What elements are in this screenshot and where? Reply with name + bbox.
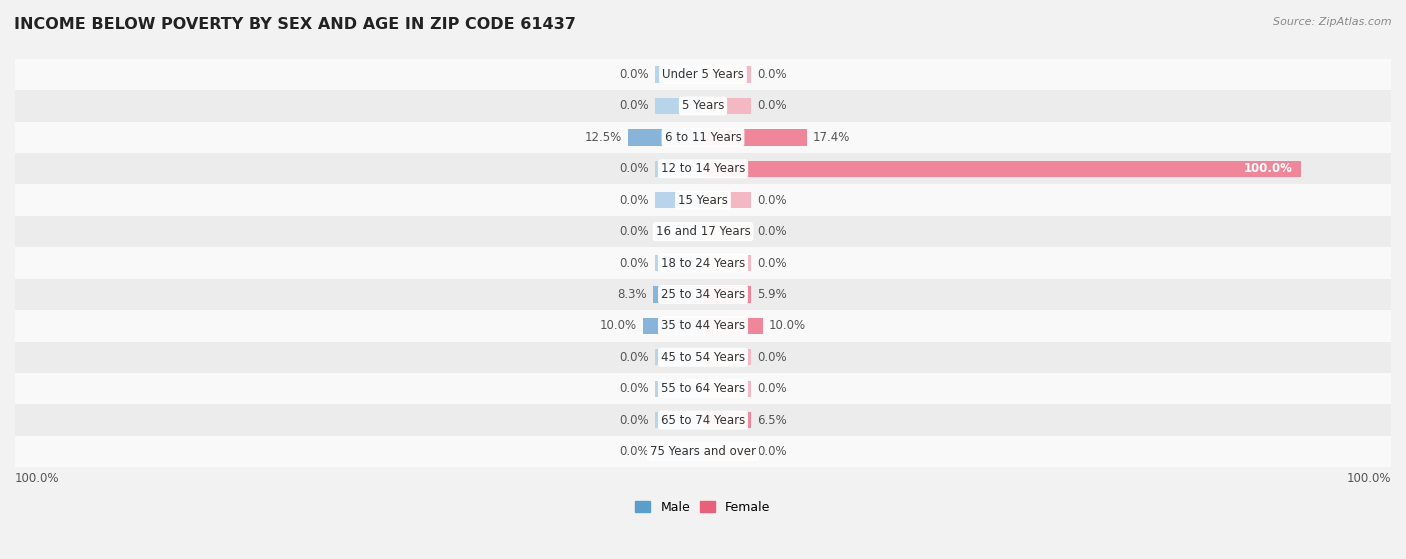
Bar [703,224,751,240]
Legend: Male, Female: Male, Female [630,495,776,520]
Text: 5.9%: 5.9% [756,288,786,301]
Text: 0.0%: 0.0% [620,414,650,427]
Text: 0.0%: 0.0% [756,100,786,112]
Text: 0.0%: 0.0% [620,68,650,81]
Text: 0.0%: 0.0% [756,445,786,458]
Bar [15,184,1391,216]
Bar [703,67,751,83]
Text: 18 to 24 Years: 18 to 24 Years [661,257,745,269]
Text: 65 to 74 Years: 65 to 74 Years [661,414,745,427]
Bar [655,98,703,114]
Text: Source: ZipAtlas.com: Source: ZipAtlas.com [1274,17,1392,27]
Bar [15,342,1391,373]
Bar [655,67,703,83]
Text: 12 to 14 Years: 12 to 14 Years [661,162,745,176]
Bar [15,216,1391,247]
Text: 100.0%: 100.0% [15,472,59,485]
Text: 0.0%: 0.0% [620,382,650,395]
Text: 100.0%: 100.0% [1243,162,1292,176]
Text: 35 to 44 Years: 35 to 44 Years [661,319,745,333]
Text: 0.0%: 0.0% [756,351,786,364]
Bar [703,192,751,209]
Bar [655,381,703,397]
Bar [15,122,1391,153]
Bar [15,436,1391,467]
Bar [15,153,1391,184]
Bar [655,443,703,459]
Bar [655,412,703,428]
Bar [654,286,703,302]
Bar [655,255,703,271]
Text: 10.0%: 10.0% [600,319,637,333]
Text: 6 to 11 Years: 6 to 11 Years [665,131,741,144]
Bar [655,160,703,177]
Text: 0.0%: 0.0% [620,257,650,269]
Text: 0.0%: 0.0% [620,225,650,238]
Text: 0.0%: 0.0% [756,257,786,269]
Text: 0.0%: 0.0% [620,351,650,364]
Bar [703,255,751,271]
Text: 0.0%: 0.0% [620,445,650,458]
Text: 16 and 17 Years: 16 and 17 Years [655,225,751,238]
Text: 55 to 64 Years: 55 to 64 Years [661,382,745,395]
Text: 15 Years: 15 Years [678,194,728,207]
Bar [703,349,751,366]
Bar [15,90,1391,122]
Text: 17.4%: 17.4% [813,131,851,144]
Bar [703,160,1302,177]
Text: 0.0%: 0.0% [756,225,786,238]
Bar [703,98,751,114]
Text: INCOME BELOW POVERTY BY SEX AND AGE IN ZIP CODE 61437: INCOME BELOW POVERTY BY SEX AND AGE IN Z… [14,17,576,32]
Bar [15,310,1391,342]
Bar [643,318,703,334]
Bar [655,192,703,209]
Bar [628,129,703,145]
Bar [703,443,751,459]
Bar [15,404,1391,436]
Bar [703,286,751,302]
Bar [15,59,1391,90]
Text: 5 Years: 5 Years [682,100,724,112]
Bar [15,373,1391,404]
Bar [655,349,703,366]
Text: 0.0%: 0.0% [620,100,650,112]
Text: 10.0%: 10.0% [769,319,806,333]
Text: 6.5%: 6.5% [756,414,786,427]
Text: 100.0%: 100.0% [1347,472,1391,485]
Bar [655,224,703,240]
Text: 0.0%: 0.0% [620,194,650,207]
Text: 0.0%: 0.0% [756,194,786,207]
Text: 0.0%: 0.0% [756,382,786,395]
Text: 12.5%: 12.5% [585,131,623,144]
Text: 45 to 54 Years: 45 to 54 Years [661,351,745,364]
Bar [15,247,1391,279]
Bar [703,129,807,145]
Text: 0.0%: 0.0% [620,162,650,176]
Text: 0.0%: 0.0% [756,68,786,81]
Bar [703,412,751,428]
Text: 8.3%: 8.3% [617,288,647,301]
Bar [703,381,751,397]
Bar [703,318,763,334]
Bar [15,279,1391,310]
Text: 75 Years and over: 75 Years and over [650,445,756,458]
Text: Under 5 Years: Under 5 Years [662,68,744,81]
Text: 25 to 34 Years: 25 to 34 Years [661,288,745,301]
